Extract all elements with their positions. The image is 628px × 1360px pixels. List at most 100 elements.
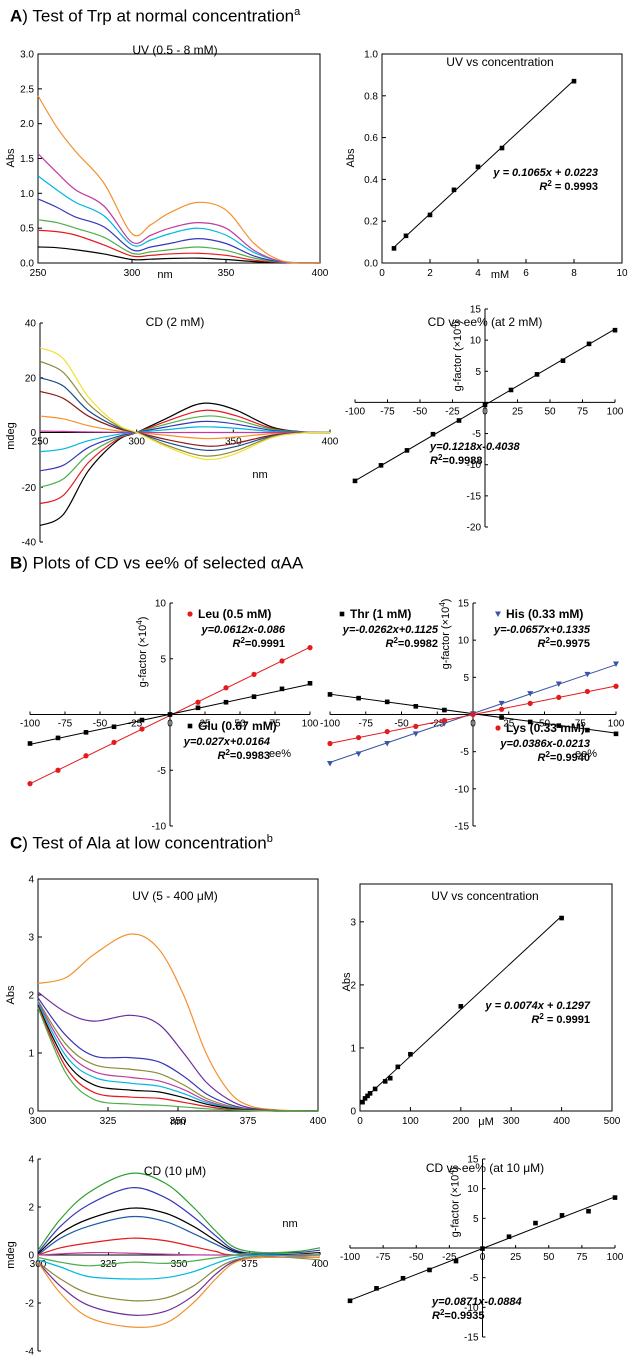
x-tick-label: 400 — [312, 268, 329, 279]
data-point — [327, 740, 333, 747]
chart-title: UV vs concentration — [446, 55, 553, 69]
x-axis-label: mM — [491, 269, 509, 281]
spectrum-line — [39, 402, 331, 527]
x-axis-label: nm — [170, 1116, 185, 1128]
data-point — [384, 699, 390, 705]
data-point — [408, 1051, 413, 1057]
data-point — [111, 724, 117, 730]
uv-spectra-trp-chart: 250 300 350 400 0.0 0.5 1.0 1.5 2.0 2.5 3.0 UV (0.5… — [5, 43, 329, 281]
legend-label: Lys (0.33 mM) — [506, 721, 585, 735]
chart-title: UV (5 - 400 μM) — [132, 889, 218, 903]
data-point — [427, 212, 433, 218]
series-equation: y=0.0386x-0.0213 — [499, 738, 590, 750]
section-c-title: C) Test of Ala at low concentrationb — [10, 833, 273, 853]
x-tick-label: 400 — [322, 437, 339, 448]
y-tick-label: 3.0 — [20, 50, 34, 61]
spectrum-line — [39, 377, 331, 452]
legend-label: His (0.33 mM) — [506, 607, 583, 621]
data-point — [223, 685, 229, 691]
y-axis-label: Abs — [345, 148, 357, 167]
x-tick-label: 250 — [32, 437, 49, 448]
x-tick-label: -100 — [340, 1252, 360, 1263]
y-tick-label: 2 — [350, 980, 356, 991]
data-point — [470, 711, 476, 718]
y-tick-label: 2 — [28, 991, 34, 1002]
spectrum-line — [39, 426, 331, 453]
spectrum-line — [37, 1005, 319, 1112]
fit-equation: y=0.0871x-0.0884 — [431, 1296, 522, 1308]
x-tick-label: 375 — [240, 1116, 257, 1127]
spectrum-line — [37, 1256, 321, 1329]
y-tick-label: 0.4 — [364, 175, 378, 186]
x-tick-label: 200 — [452, 1116, 469, 1127]
data-point — [499, 145, 505, 151]
x-tick-label: 100 — [608, 719, 625, 730]
data-point — [430, 431, 436, 437]
cd-vs-ee-thr-his-lys-chart: -100 -75 -50 -25 0 25 50 75 100 -15 -10 -5 5 10 15 Thr … — [320, 599, 625, 833]
x-tick-label: -100 — [320, 719, 340, 730]
data-point — [387, 1075, 393, 1081]
data-point — [499, 715, 504, 720]
series-r-squared: R2=0.9940 — [538, 750, 590, 764]
y-tick-label: -5 — [470, 1273, 479, 1284]
data-point — [374, 1286, 379, 1291]
series-r-squared: R2=0.9991 — [233, 636, 285, 650]
data-point — [413, 704, 419, 709]
spectrum-line — [39, 360, 331, 457]
section-a-title: A) Test of Trp at normal concentrationa — [10, 6, 301, 26]
spectrum-line — [37, 229, 321, 264]
y-tick-label: -20 — [467, 523, 482, 534]
data-point — [480, 1246, 485, 1251]
x-axis-label: ee% — [575, 748, 597, 760]
data-point — [187, 611, 193, 617]
y-tick-label: 10 — [155, 599, 167, 610]
cd-vs-ee-trp-chart: -100 -75 -50 -25 0 25 50 75 100 -20 -15 -10 -5 5 10 15C… — [345, 305, 624, 534]
data-point — [442, 707, 447, 713]
data-point — [367, 1091, 373, 1096]
x-tick-label: 2 — [427, 268, 433, 279]
y-axis-label: g-factor (×104) — [450, 321, 464, 392]
y-tick-label: 20 — [25, 373, 37, 384]
data-point — [441, 717, 447, 724]
spectrum-line — [39, 415, 331, 440]
fit-r-squared: R2=0.9988 — [430, 453, 482, 467]
data-point — [167, 712, 173, 717]
y-tick-label: -10 — [152, 822, 167, 833]
legend-label: Thr (1 mM) — [350, 607, 411, 621]
y-axis-label: g-factor (×104) — [135, 617, 149, 688]
y-tick-label: -5 — [460, 747, 469, 758]
x-tick-label: -50 — [413, 406, 428, 417]
data-point — [482, 402, 488, 408]
x-tick-label: 250 — [30, 268, 47, 279]
chart-title: CD (10 μM) — [144, 1164, 206, 1178]
x-tick-label: 300 — [30, 1259, 47, 1270]
y-axis-label: mdeg — [5, 1241, 17, 1269]
spectrum-line — [37, 1000, 319, 1112]
x-tick-label: 50 — [539, 719, 551, 730]
spectrum-line — [37, 95, 321, 264]
data-point — [55, 735, 61, 741]
y-tick-label: -10 — [455, 784, 470, 795]
fit-equation: y = 0.0074x + 0.1297 — [484, 1000, 590, 1012]
y-tick-label: -40 — [22, 538, 37, 549]
x-axis-label: nm — [252, 469, 267, 481]
y-axis-label: g-factor (×104) — [448, 1167, 462, 1238]
data-point — [356, 734, 362, 741]
series-r-squared: R2=0.9983 — [218, 748, 270, 762]
spectrum-line — [39, 347, 331, 461]
data-point — [362, 1096, 368, 1101]
series-r-squared: R2=0.9982 — [386, 636, 438, 650]
data-point — [251, 694, 257, 699]
spectrum-line — [37, 1254, 321, 1280]
y-tick-label: -10 — [464, 1303, 479, 1314]
y-tick-label: 2 — [28, 1203, 34, 1214]
data-point — [456, 418, 462, 423]
data-point — [613, 731, 619, 737]
section-b-title: B) Plots of CD vs ee% of selected αAA — [10, 553, 304, 573]
data-point — [584, 671, 591, 678]
data-point — [327, 692, 333, 697]
data-point — [223, 699, 229, 705]
data-point — [195, 699, 201, 705]
fit-r-squared: R2 = 0.9991 — [531, 1012, 590, 1026]
